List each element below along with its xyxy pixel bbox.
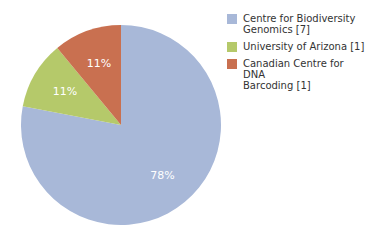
- svg-text:11%: 11%: [87, 57, 111, 70]
- svg-text:11%: 11%: [53, 85, 77, 98]
- html-text:University of Arizona [1]: University of Arizona [1]: [243, 41, 365, 52]
- html-text:Genomics [7]: Genomics [7]: [243, 24, 310, 35]
- html-text:Barcoding [1]: Barcoding [1]: [243, 80, 311, 91]
- html-text:Centre for Biodiversity: Centre for Biodiversity: [243, 13, 356, 24]
- svg-text:78%: 78%: [150, 169, 174, 182]
- html-text:Canadian Centre for DNA: Canadian Centre for DNA: [243, 58, 344, 80]
